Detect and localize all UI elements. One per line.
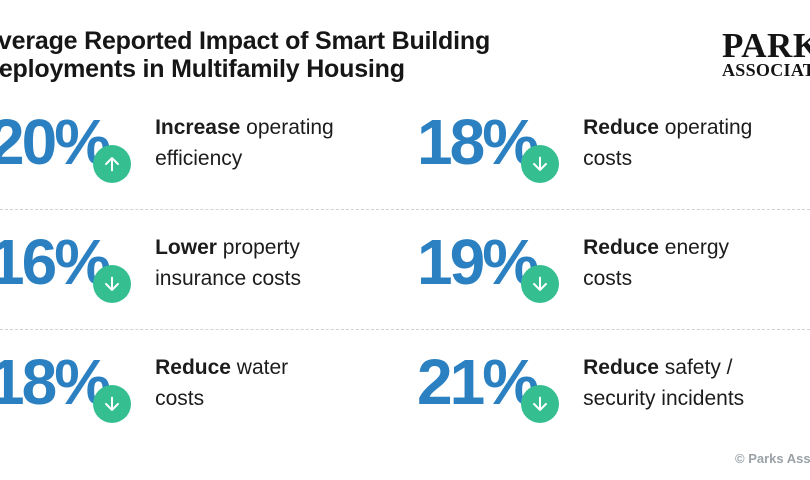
logo-subtitle: ASSOCIATES [722,60,810,80]
stat-label-line1: Reduce safety / [583,356,733,379]
arrow-down-icon [533,396,548,411]
stat-label-line2: insurance costs [155,267,301,290]
stat-badge [521,385,560,423]
stat-row-3: 18% Reduce water costs 21% Reduce safety… [0,350,810,450]
logo-wordmark: PARKS [722,26,810,65]
stat-value-group: 18% [0,346,132,423]
page-title-line2: Deployments in Multifamily Housing [0,55,405,83]
stat-item-increase-operating-efficiency: 20% Increase operating efficiency [0,106,334,183]
stat-label-line1: Reduce water [155,356,289,379]
stat-label: Reduce safety / security incidents [583,352,744,414]
stat-value: 18% [417,106,539,178]
stat-item-reduce-water-costs: 18% Reduce water costs [0,346,288,423]
row-divider [0,329,810,330]
stat-item-lower-property-insurance-costs: 16% Lower property insurance costs [0,226,301,303]
stat-value-group: 20% [0,106,132,183]
stat-label: Reduce water costs [155,352,288,414]
copyright-text: © Parks Associates [735,451,810,466]
stat-label: Reduce energy costs [583,232,729,294]
stat-label: Reduce operating costs [583,112,752,174]
stat-value: 20% [0,106,111,178]
stat-item-reduce-energy-costs: 19% Reduce energy costs [417,226,729,303]
stat-label-line2: security incidents [583,387,745,410]
stat-label-line2: costs [155,387,205,410]
stat-item-reduce-safety-security-incidents: 21% Reduce safety / security incidents [417,346,744,423]
stat-badge [93,145,132,183]
arrow-down-icon [105,396,120,411]
stat-label-line1: Increase operating [155,116,334,139]
arrow-down-icon [533,156,548,171]
stat-value: 19% [417,226,539,298]
stat-value: 18% [0,346,111,418]
stat-value: 21% [417,346,539,418]
stat-label-line2: costs [583,147,633,170]
stat-label: Lower property insurance costs [155,232,301,294]
parks-associates-logo: PARKS ASSOCIATES [722,26,810,80]
stat-label: Increase operating efficiency [155,112,334,174]
stat-badge [521,145,560,183]
arrow-up-icon [105,157,120,172]
page-title: Average Reported Impact of Smart Buildin… [0,27,490,83]
stat-value-group: 21% [417,346,560,423]
stat-row-2: 16% Lower property insurance costs 19% R… [0,230,810,330]
stat-value: 16% [0,226,111,298]
stat-badge [93,385,132,423]
arrow-down-icon [533,276,548,291]
stat-label-line2: costs [583,267,633,290]
stat-badge [521,265,560,303]
stat-label-line2: efficiency [155,147,243,170]
stat-item-reduce-operating-costs: 18% Reduce operating costs [417,106,752,183]
page-title-line1: Average Reported Impact of Smart Buildin… [0,27,491,55]
row-divider [0,209,810,210]
stat-row-1: 20% Increase operating efficiency 18% Re… [0,110,810,210]
stat-value-group: 19% [417,226,560,303]
stat-label-line1: Lower property [155,236,300,259]
arrow-down-icon [105,276,120,291]
stat-label-line1: Reduce energy [583,236,730,259]
stat-value-group: 18% [417,106,560,183]
stat-label-line1: Reduce operating [583,116,753,139]
stat-badge [93,265,132,303]
stat-value-group: 16% [0,226,132,303]
